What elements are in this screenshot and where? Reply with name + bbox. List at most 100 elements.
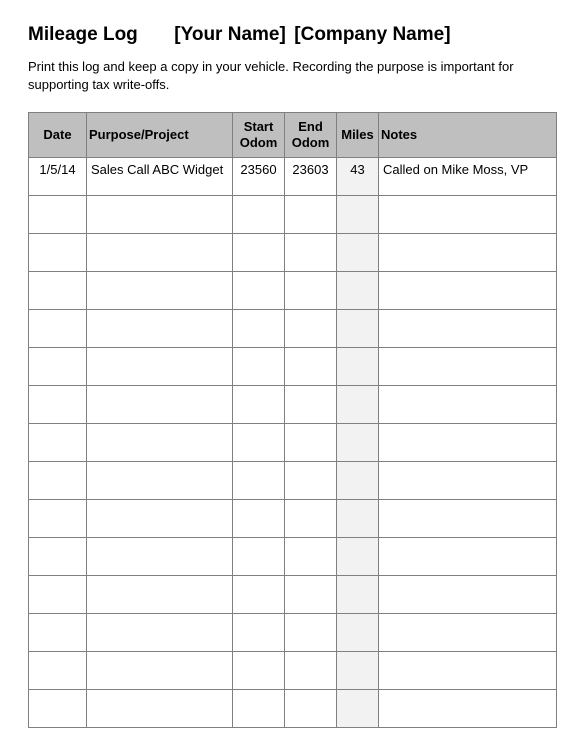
cell-date (29, 461, 87, 499)
table-body: 1/5/14Sales Call ABC Widget235602360343C… (29, 157, 557, 727)
cell-start_odom (233, 423, 285, 461)
cell-notes (379, 309, 557, 347)
table-row (29, 195, 557, 233)
col-header-start-odom: Start Odom (233, 113, 285, 157)
cell-purpose (87, 651, 233, 689)
cell-miles (337, 499, 379, 537)
cell-purpose (87, 613, 233, 651)
cell-date (29, 271, 87, 309)
cell-purpose (87, 499, 233, 537)
cell-notes (379, 195, 557, 233)
cell-date (29, 499, 87, 537)
table-row (29, 499, 557, 537)
cell-start_odom (233, 499, 285, 537)
cell-notes (379, 499, 557, 537)
table-row (29, 271, 557, 309)
cell-miles (337, 347, 379, 385)
cell-notes (379, 423, 557, 461)
table-row (29, 613, 557, 651)
cell-date (29, 651, 87, 689)
cell-start_odom (233, 613, 285, 651)
cell-end_odom (285, 233, 337, 271)
table-row (29, 651, 557, 689)
cell-start_odom (233, 689, 285, 727)
cell-notes (379, 385, 557, 423)
cell-miles (337, 613, 379, 651)
cell-end_odom (285, 347, 337, 385)
cell-start_odom: 23560 (233, 157, 285, 195)
cell-end_odom (285, 271, 337, 309)
col-header-date: Date (29, 113, 87, 157)
table-row (29, 537, 557, 575)
cell-notes (379, 347, 557, 385)
table-row (29, 233, 557, 271)
cell-date (29, 575, 87, 613)
cell-notes (379, 233, 557, 271)
cell-start_odom (233, 309, 285, 347)
table-row (29, 575, 557, 613)
cell-purpose (87, 461, 233, 499)
cell-start_odom (233, 195, 285, 233)
header-row: Mileage Log [Your Name] [Company Name] (28, 24, 557, 46)
cell-end_odom (285, 499, 337, 537)
cell-date (29, 689, 87, 727)
cell-date (29, 613, 87, 651)
cell-miles (337, 461, 379, 499)
instructions-text: Print this log and keep a copy in your v… (28, 58, 557, 94)
cell-purpose (87, 347, 233, 385)
cell-start_odom (233, 385, 285, 423)
cell-miles (337, 271, 379, 309)
cell-end_odom (285, 613, 337, 651)
cell-purpose (87, 271, 233, 309)
cell-date (29, 195, 87, 233)
table-row (29, 461, 557, 499)
cell-notes (379, 461, 557, 499)
cell-miles (337, 309, 379, 347)
table-row (29, 423, 557, 461)
cell-end_odom (285, 195, 337, 233)
doc-company-placeholder: [Company Name] (294, 24, 450, 45)
cell-purpose (87, 385, 233, 423)
cell-purpose (87, 423, 233, 461)
col-header-miles: Miles (337, 113, 379, 157)
cell-end_odom (285, 575, 337, 613)
cell-notes (379, 651, 557, 689)
cell-start_odom (233, 651, 285, 689)
table-row (29, 689, 557, 727)
cell-miles (337, 689, 379, 727)
cell-start_odom (233, 271, 285, 309)
col-header-purpose: Purpose/Project (87, 113, 233, 157)
cell-end_odom (285, 309, 337, 347)
cell-miles (337, 651, 379, 689)
cell-purpose (87, 575, 233, 613)
cell-notes (379, 689, 557, 727)
cell-miles (337, 575, 379, 613)
cell-miles (337, 195, 379, 233)
cell-miles (337, 385, 379, 423)
cell-end_odom (285, 689, 337, 727)
cell-date (29, 423, 87, 461)
cell-date (29, 233, 87, 271)
cell-date: 1/5/14 (29, 157, 87, 195)
cell-notes: Called on Mike Moss, VP (379, 157, 557, 195)
table-row (29, 309, 557, 347)
cell-start_odom (233, 537, 285, 575)
cell-purpose (87, 689, 233, 727)
cell-miles (337, 233, 379, 271)
mileage-table: Date Purpose/Project Start Odom End Odom… (28, 112, 557, 727)
cell-purpose: Sales Call ABC Widget (87, 157, 233, 195)
table-header-row: Date Purpose/Project Start Odom End Odom… (29, 113, 557, 157)
doc-title: Mileage Log (28, 24, 138, 45)
cell-purpose (87, 537, 233, 575)
table-row (29, 347, 557, 385)
cell-date (29, 385, 87, 423)
cell-purpose (87, 195, 233, 233)
cell-end_odom (285, 651, 337, 689)
cell-notes (379, 271, 557, 309)
cell-end_odom (285, 385, 337, 423)
cell-end_odom: 23603 (285, 157, 337, 195)
cell-date (29, 309, 87, 347)
cell-purpose (87, 233, 233, 271)
cell-end_odom (285, 461, 337, 499)
cell-miles (337, 423, 379, 461)
